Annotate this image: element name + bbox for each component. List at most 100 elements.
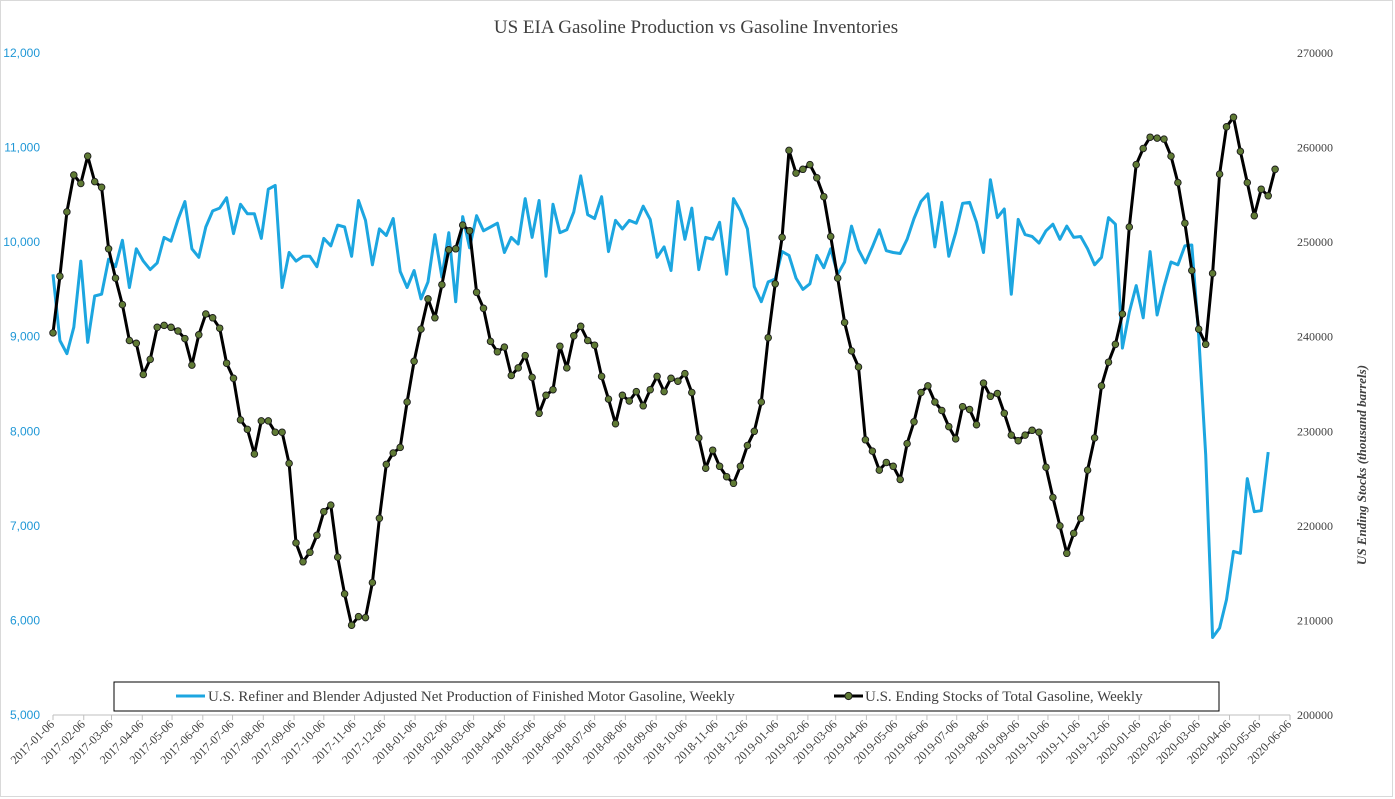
- y-left-tick-label: 11,000: [4, 141, 40, 155]
- y-left-tick-label: 5,000: [10, 708, 40, 722]
- stocks-data-point: [285, 459, 293, 468]
- stocks-data-point: [542, 391, 550, 400]
- right-y-axis: 200000 210000 220000 230000 240000 250000 2600…: [1297, 46, 1333, 722]
- stocks-data-point: [77, 179, 85, 188]
- stocks-data-point: [1021, 431, 1029, 439]
- stocks-data-point: [1125, 223, 1134, 231]
- stocks-data-point: [292, 539, 300, 547]
- stocks-data-point: [83, 152, 92, 160]
- stocks-data-point: [132, 339, 141, 348]
- stocks-data-point: [903, 439, 911, 448]
- legend-label-stocks: U.S. Ending Stocks of Total Gasoline, We…: [865, 689, 1143, 705]
- stocks-data-point: [438, 280, 446, 289]
- stocks-data-point: [743, 441, 752, 450]
- stocks-data-point: [701, 464, 710, 472]
- stocks-data-point: [854, 363, 863, 371]
- stocks-data-point: [840, 318, 849, 327]
- legend-label-production: U.S. Refiner and Blender Adjusted Net Pr…: [208, 689, 735, 705]
- stocks-data-point: [1257, 185, 1265, 193]
- stocks-data-point: [667, 374, 675, 383]
- stocks-data-point: [820, 192, 828, 201]
- stocks-data-point: [195, 331, 203, 339]
- stocks-data-point: [146, 355, 154, 364]
- y-right-tick-label: 240000: [1297, 330, 1333, 344]
- stocks-data-point: [576, 322, 585, 331]
- stocks-data-point: [882, 458, 891, 467]
- stocks-data-point: [688, 388, 696, 397]
- stocks-data-point: [1007, 431, 1016, 439]
- stocks-data-point: [396, 443, 404, 452]
- stocks-data-point: [549, 385, 557, 394]
- stocks-data-point: [320, 507, 328, 516]
- stocks-data-point: [174, 327, 182, 335]
- stocks-data-point: [1049, 493, 1057, 502]
- stocks-data-point: [1000, 409, 1009, 418]
- stocks-data-point: [167, 323, 175, 332]
- stocks-data-point: [931, 398, 939, 406]
- stocks-data-point: [660, 387, 668, 396]
- chart-title: US EIA Gasoline Production vs Gasoline I…: [494, 17, 898, 38]
- stocks-data-point: [681, 369, 689, 378]
- y-right-tick-label: 270000: [1297, 46, 1333, 60]
- stocks-data-point: [368, 578, 377, 587]
- stocks-data-point: [202, 310, 210, 318]
- stocks-data-point: [472, 288, 481, 297]
- stocks-data-point: [813, 174, 821, 182]
- legend-marker-stocks: [844, 691, 853, 701]
- y-right-tick-label: 220000: [1297, 519, 1333, 533]
- stocks-data-point: [826, 232, 835, 241]
- stocks-data-point: [1160, 135, 1168, 143]
- stocks-data-point: [514, 364, 522, 372]
- stocks-data-point: [250, 450, 259, 458]
- stocks-data-point: [785, 146, 793, 155]
- stocks-data-point: [1069, 529, 1078, 538]
- stocks-data-point: [1271, 165, 1279, 174]
- stocks-data-point: [153, 323, 161, 332]
- stocks-data-point: [1028, 426, 1036, 435]
- stocks-data-point: [896, 475, 904, 484]
- stocks-data-point: [500, 343, 509, 351]
- stocks-data-point: [181, 334, 189, 343]
- stocks-data-point: [1208, 269, 1217, 278]
- stocks-data-point: [507, 371, 516, 380]
- stocks-data-point: [986, 392, 995, 401]
- stocks-data-point: [1083, 466, 1092, 474]
- stocks-data-point: [1097, 382, 1106, 390]
- legend: U.S. Refiner and Blender Adjusted Net Pr…: [113, 681, 1220, 712]
- stocks-data-point: [695, 434, 703, 442]
- stocks-data-point: [424, 295, 432, 303]
- stocks-data-point: [799, 165, 807, 174]
- stocks-data-point: [833, 274, 842, 282]
- stocks-data-point: [1146, 133, 1154, 141]
- stocks-data-point: [951, 435, 960, 443]
- stocks-data-point: [1222, 123, 1231, 131]
- stocks-data-point: [222, 359, 231, 367]
- stocks-data-point: [354, 612, 363, 621]
- stocks-data-point: [1188, 266, 1196, 275]
- y-left-tick-label: 7,000: [10, 519, 40, 533]
- stocks-data-point: [556, 342, 564, 350]
- stocks-data-point: [861, 436, 870, 444]
- stocks-data-point: [771, 280, 779, 288]
- stocks-data-point: [1236, 147, 1245, 156]
- stocks-data-point: [208, 314, 217, 322]
- stocks-data-point: [764, 333, 772, 342]
- stocks-data-point: [917, 388, 925, 397]
- stocks-data-point: [924, 382, 932, 390]
- stocks-data-point: [306, 548, 314, 557]
- stocks-data-point: [965, 405, 974, 414]
- stocks-data-point: [806, 160, 814, 169]
- stocks-data-point: [327, 501, 335, 509]
- y-left-tick-label: 8,000: [10, 424, 40, 438]
- y-right-tick-label: 200000: [1297, 708, 1333, 722]
- stocks-data-point: [1229, 113, 1238, 122]
- stocks-data-point: [97, 183, 106, 192]
- stocks-data-point: [618, 391, 627, 400]
- stocks-data-point: [750, 427, 759, 436]
- stocks-data-point: [479, 304, 488, 313]
- stocks-data-point: [313, 531, 321, 540]
- stocks-data-point: [1181, 219, 1189, 227]
- stocks-data-point: [1153, 134, 1161, 142]
- stocks-data-point: [736, 462, 745, 471]
- stocks-data-point: [56, 272, 64, 280]
